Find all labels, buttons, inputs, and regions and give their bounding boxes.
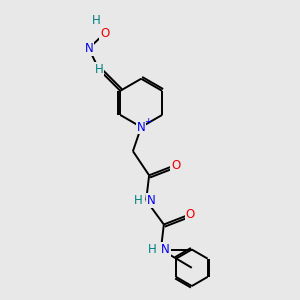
Text: N: N <box>146 194 155 207</box>
Text: N: N <box>84 42 93 55</box>
Text: O: O <box>186 208 195 221</box>
Text: O: O <box>171 158 180 172</box>
Text: H: H <box>92 14 100 27</box>
Text: +: + <box>144 117 152 126</box>
Text: O: O <box>100 27 110 40</box>
Text: N: N <box>161 243 170 256</box>
Text: N: N <box>137 121 146 134</box>
Text: H: H <box>134 194 142 207</box>
Text: H: H <box>95 63 103 76</box>
Text: H: H <box>148 243 157 256</box>
